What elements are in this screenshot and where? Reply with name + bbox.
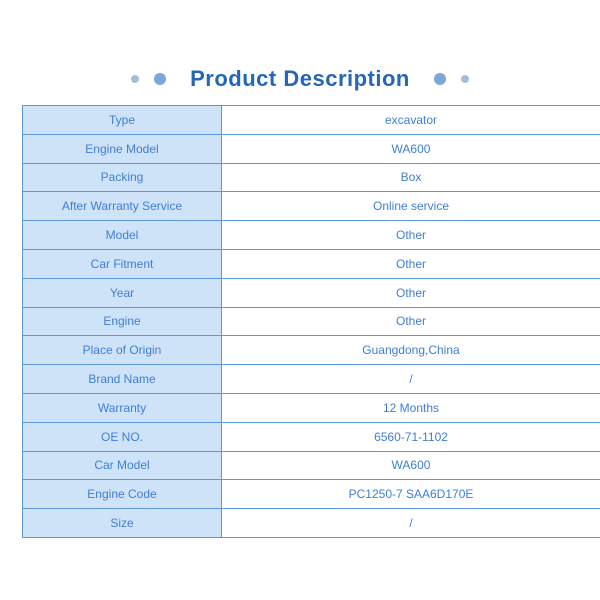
spec-table-body: Type excavator Engine Model WA600 Packing Box… <box>22 105 600 538</box>
table-row: Type excavator <box>22 105 600 135</box>
section-header: Product Description <box>0 62 600 96</box>
spec-value-cell: Other <box>221 220 600 250</box>
spec-value-cell: PC1250-7 SAA6D170E <box>221 479 600 510</box>
table-row: Brand Name / <box>22 364 600 394</box>
spec-value-cell: Online service <box>221 191 600 222</box>
spec-label-cell: Engine Model <box>22 133 222 164</box>
product-spec-table: Type excavator Engine Model WA600 Packing Box… <box>22 105 600 538</box>
table-row: Size / <box>22 508 600 538</box>
table-row: Car Model WA600 <box>22 450 600 481</box>
spec-value-cell: Guangdong,China <box>221 335 600 366</box>
spec-label-cell: Packing <box>22 162 222 193</box>
spec-label-cell: Type <box>22 105 222 135</box>
table-row: Engine Model WA600 <box>22 133 600 164</box>
table-row: Warranty 12 Months <box>22 392 600 423</box>
spec-value-cell: WA600 <box>221 450 600 481</box>
spec-value-cell: / <box>221 364 600 394</box>
spec-label-cell: Warranty <box>22 392 222 423</box>
spec-label-cell: OE NO. <box>22 421 222 452</box>
decor-dot-small-icon <box>131 75 140 83</box>
spec-value-cell: excavator <box>221 105 600 135</box>
spec-label-cell: Year <box>22 277 222 308</box>
spec-label-cell: Brand Name <box>22 364 222 394</box>
spec-label-cell: Car Fitment <box>22 248 222 279</box>
spec-label-cell: Engine <box>22 306 222 337</box>
spec-label-cell: Place of Origin <box>22 335 222 366</box>
table-row: Packing Box <box>22 162 600 193</box>
spec-value-cell: Other <box>221 248 600 279</box>
spec-value-cell: 6560-71-1102 <box>221 421 600 452</box>
section-title: Product Description <box>190 66 410 91</box>
table-row: Car Fitment Other <box>22 248 600 279</box>
spec-label-cell: Size <box>22 508 222 538</box>
decor-dot-small-icon <box>460 75 469 83</box>
spec-value-cell: Other <box>221 277 600 308</box>
spec-label-cell: Engine Code <box>22 479 222 510</box>
table-row: Engine Code PC1250-7 SAA6D170E <box>22 479 600 510</box>
spec-value-cell: 12 Months <box>221 392 600 423</box>
decor-dot-large-icon <box>433 73 446 85</box>
table-row: After Warranty Service Online service <box>22 191 600 222</box>
table-row: Place of Origin Guangdong,China <box>22 335 600 366</box>
table-row: Model Other <box>22 220 600 250</box>
spec-value-cell: / <box>221 508 600 538</box>
spec-label-cell: After Warranty Service <box>22 191 222 222</box>
decor-dot-large-icon <box>154 73 167 85</box>
decor-dots-right <box>433 73 469 85</box>
spec-value-cell: Box <box>221 162 600 193</box>
decor-dots-left <box>131 73 167 85</box>
spec-label-cell: Model <box>22 220 222 250</box>
spec-label-cell: Car Model <box>22 450 222 481</box>
table-row: Year Other <box>22 277 600 308</box>
spec-value-cell: WA600 <box>221 133 600 164</box>
table-row: Engine Other <box>22 306 600 337</box>
table-row: OE NO. 6560-71-1102 <box>22 421 600 452</box>
spec-value-cell: Other <box>221 306 600 337</box>
